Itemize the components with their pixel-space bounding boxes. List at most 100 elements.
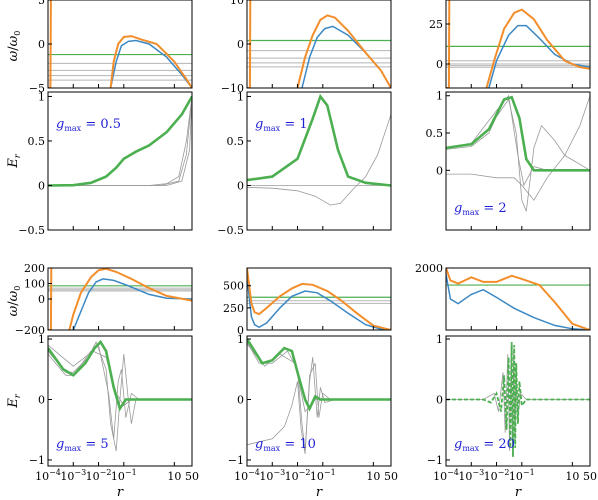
Er-y-tick-label: 1: [237, 333, 244, 346]
panel-4: [48, 268, 192, 451]
omega-orange-curve: [68, 268, 192, 330]
Er-frame: [47, 91, 193, 231]
Er-gray-curve: [48, 96, 192, 186]
Er-y-tick-label: −1: [29, 454, 45, 467]
omega-y-tick-label: 0: [38, 38, 45, 51]
Er-green-curve: [247, 338, 391, 412]
omega-y-tick-label: 250: [223, 302, 244, 315]
svg-text:ω/ω0: ω/ω0: [6, 31, 22, 62]
Er-gray-curve: [446, 98, 590, 212]
omega-blue-curve: [72, 278, 192, 330]
Er-plot: [247, 93, 391, 206]
omega-orange-curve: [48, 268, 53, 330]
svg-text:Er: Er: [6, 393, 22, 409]
x-tick-label: 10−1: [111, 468, 137, 483]
omega-orange-curve: [446, 268, 590, 330]
omega-frame: [47, 0, 193, 89]
Er-axis-label: Er: [6, 393, 22, 409]
panel-6: [446, 268, 590, 457]
Er-axis-label: Er: [6, 153, 22, 169]
x-tick-label: 10−2: [285, 468, 311, 483]
g-max-label: gmax = 10: [255, 437, 316, 453]
omega-y-tick-label: 25: [429, 18, 443, 31]
x-axis-label: r: [515, 485, 522, 500]
Er-plot: [48, 339, 192, 451]
Er-frame: [246, 335, 392, 467]
omega-blue-curve: [488, 24, 590, 88]
Er-y-tick-label: −1: [427, 454, 443, 467]
Er-plot: [48, 95, 192, 187]
omega-y-tick-label: −5: [29, 82, 45, 95]
omega-blue-curve: [301, 25, 391, 88]
omega-orange-curve: [247, 0, 252, 88]
omega-orange-curve: [296, 14, 391, 88]
Er-y-tick-label: 0: [436, 164, 443, 177]
Er-green-curve: [446, 95, 590, 172]
omega-y-tick-label: 0: [436, 58, 443, 71]
omega-y-tick-label: −10: [221, 82, 244, 95]
Er-gray-curve: [48, 340, 192, 451]
Er-y-tick-label: 1: [237, 90, 244, 103]
x-axis-label: r: [117, 485, 124, 500]
omega-plot: [446, 268, 590, 330]
x-tick-label: 10−4: [433, 468, 459, 483]
x-axis-label: r: [316, 485, 323, 500]
omega-frame: [246, 267, 392, 331]
Er-y-tick-label: 1: [436, 333, 443, 346]
Er-frame: [445, 91, 591, 231]
omega-frame: [445, 267, 591, 331]
Er-green-curve: [247, 93, 391, 187]
x-tick-label: 10−3: [60, 468, 86, 483]
Er-gray-curve: [48, 96, 192, 186]
omega-plot: [446, 0, 590, 88]
x-tick-label: 10−3: [458, 468, 484, 483]
x-tick-label: 10: [565, 470, 579, 483]
Er-plot: [446, 341, 590, 457]
omega-y-tick-label: 0: [237, 38, 244, 51]
Er-y-tick-label: 1: [436, 90, 443, 103]
x-tick-label: 50: [185, 470, 199, 483]
Er-gray-curve: [446, 94, 590, 187]
Er-gray-curve: [247, 114, 391, 206]
omega-y-tick-label: 2000: [415, 262, 443, 275]
omega-plot: [48, 0, 192, 88]
omega-y-tick-label: 5: [38, 0, 45, 7]
Er-frame: [445, 335, 591, 467]
Er-frame: [47, 335, 193, 467]
Er-plot: [446, 94, 590, 212]
x-tick-label: 10−2: [484, 468, 510, 483]
omega-y-tick-label: 100: [24, 278, 45, 291]
omega-orange-curve: [247, 268, 391, 330]
Er-frame: [246, 91, 392, 231]
Er-green-curve: [446, 341, 590, 457]
Er-y-tick-label: −0.5: [18, 224, 45, 237]
Er-y-tick-label: −1: [228, 454, 244, 467]
omega-plot: [247, 268, 391, 330]
Er-gray-curve: [446, 95, 590, 201]
Er-y-tick-label: 0: [237, 179, 244, 192]
omega-plot: [48, 268, 192, 330]
panel-3: [446, 0, 590, 212]
panel-5: [247, 268, 391, 454]
x-tick-label: 10: [366, 470, 380, 483]
x-tick-label: 10−1: [310, 468, 336, 483]
panel-2: [247, 0, 391, 206]
x-tick-label: 50: [384, 470, 398, 483]
Er-y-tick-label: 0.5: [426, 127, 444, 140]
x-tick-label: 10−3: [259, 468, 285, 483]
x-tick-label: 10−2: [86, 468, 112, 483]
Er-gray-curve: [48, 344, 192, 439]
Er-gray-curve: [247, 363, 391, 454]
panel-1: [48, 0, 192, 187]
Er-y-tick-label: 0.5: [227, 135, 245, 148]
Er-y-tick-label: 1: [38, 90, 45, 103]
omega-frame: [246, 0, 392, 89]
x-tick-label: 10: [167, 470, 181, 483]
x-tick-label: 10−4: [35, 468, 61, 483]
omega-blue-curve: [247, 276, 391, 330]
omega-y-tick-label: 0: [38, 293, 45, 306]
omega-plot: [247, 0, 391, 88]
Er-y-tick-label: 0: [38, 179, 45, 192]
omega-y-tick-label: 0: [237, 324, 244, 337]
